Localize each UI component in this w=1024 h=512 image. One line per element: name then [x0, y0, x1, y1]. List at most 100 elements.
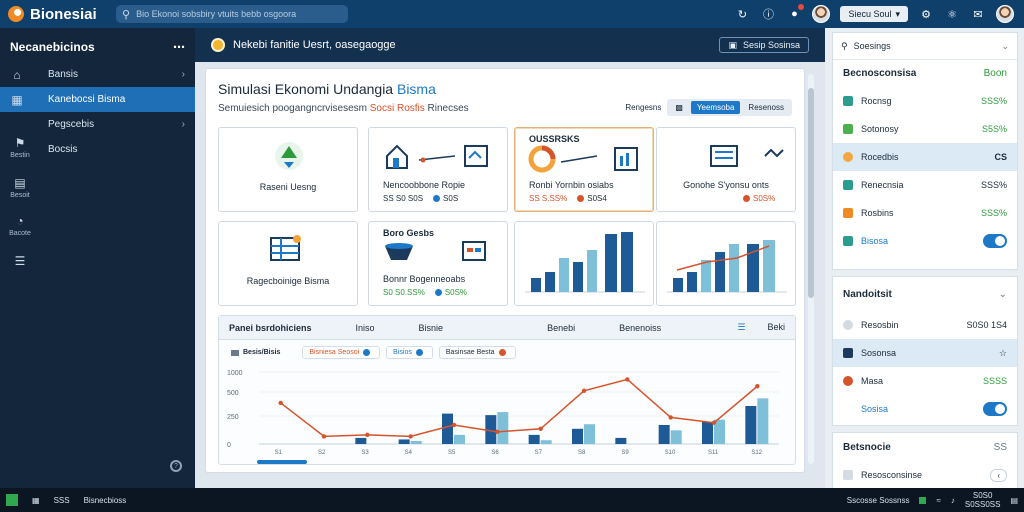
x-tick-label: S2: [318, 450, 326, 456]
tray-status-icon[interactable]: [919, 496, 927, 504]
settings-icon[interactable]: ⚙: [921, 8, 931, 21]
filter-icon[interactable]: ▩: [675, 103, 683, 112]
right-section-header[interactable]: Betsnocie SS: [833, 433, 1017, 461]
card-values: S0S%: [743, 194, 775, 203]
x-tick-label: S10: [665, 450, 676, 456]
wifi-icon[interactable]: ≈: [936, 495, 941, 505]
lock-icon[interactable]: ⚛: [947, 8, 957, 21]
view-toggle-off[interactable]: Resenoss: [748, 103, 784, 112]
sidebar-small-label: Besoit: [10, 192, 30, 199]
right-row[interactable]: Rocnsg SSS%: [833, 87, 1017, 115]
mini-bar-chart-card[interactable]: [514, 221, 654, 306]
legend-item-1[interactable]: Bisniesa Seosoi: [302, 346, 381, 359]
series-point: [495, 429, 500, 435]
scrollbar-thumb[interactable]: [808, 88, 814, 298]
sidebar-item-kanebocsi[interactable]: ▦ Kanebocsi Bisma: [0, 87, 195, 112]
sidebar-item-bansis[interactable]: ⌂ Bansis ›: [0, 62, 195, 87]
tag-icon: [843, 96, 853, 106]
chart-header-right-label[interactable]: Beki: [767, 322, 785, 332]
card-value-2: S0S: [443, 194, 459, 203]
sidebar-small-item-list[interactable]: ☰: [6, 254, 34, 270]
right-search[interactable]: ⚲ Soesings ⌄: [833, 33, 1017, 59]
search-input[interactable]: [136, 9, 342, 19]
notifications-icon[interactable]: ▤: [1010, 495, 1018, 505]
right-row-value: SSS%: [980, 208, 1007, 218]
legend-item-3[interactable]: Basinsae Besta: [438, 346, 516, 359]
bowl-icon: [385, 241, 486, 261]
card-raseni[interactable]: Raseni Uesng: [218, 127, 358, 212]
right-row-selected[interactable]: Sosonsa ☆: [833, 339, 1017, 367]
chart-tab-1[interactable]: Iniso: [355, 322, 375, 333]
right-row-selected[interactable]: Rocedbis CS: [833, 143, 1017, 171]
start-icon[interactable]: [6, 494, 18, 506]
toggle-switch[interactable]: [983, 234, 1007, 248]
card-title: Boro Gesbs: [383, 228, 435, 238]
legend-square-icon: [231, 349, 239, 356]
card-bonnr[interactable]: Boro Gesbs Bonnr Bogenneoabs S0 S0.SS% S…: [368, 221, 508, 306]
card-nencoobbone[interactable]: Nencoobbone Ropie SS S0 S0S S0S: [368, 127, 508, 212]
help-circle-icon[interactable]: ?: [170, 460, 182, 472]
sidebar-small-item-bestin[interactable]: ⚑ Bestin: [6, 136, 34, 159]
chart-tab-4[interactable]: Benenoiss: [619, 322, 662, 333]
card-value-1: SS S0 S0S: [383, 194, 424, 203]
main-chart: 1000 500 250 0 S1 S2 S3 S4 S5 S6 S7 S8 S9 S10 S11 S12: [227, 370, 779, 456]
windows-icon[interactable]: ▦: [32, 495, 40, 505]
right-section-header[interactable]: Nandoitsit ⌄: [833, 277, 1017, 311]
refresh-icon[interactable]: ↻: [737, 8, 748, 21]
main-scrollbar[interactable]: [808, 74, 814, 464]
clock-icon: [843, 320, 853, 330]
chart-tab-2[interactable]: Bisnie: [418, 322, 444, 333]
notification-icon[interactable]: ●: [786, 4, 805, 22]
sidebar-small-item-besoit[interactable]: ▤ Besoit: [6, 176, 34, 199]
card-gonohe[interactable]: Gonohe S'yonsu onts S0S%: [656, 127, 796, 212]
menu-icon[interactable]: ☰: [737, 322, 746, 332]
card-ragecboinige[interactable]: Ragecboinige Bisma: [218, 221, 358, 306]
right-row[interactable]: Resosconsinse ‹: [833, 461, 1017, 489]
app-brand[interactable]: Bionesiai: [0, 6, 112, 23]
right-row[interactable]: Resosbin S0S0 1S4: [833, 311, 1017, 339]
legend-item-label: Basinsae Besta: [445, 349, 495, 356]
help-icon[interactable]: ⓘ: [762, 9, 774, 21]
toggle-switch[interactable]: [983, 402, 1007, 416]
right-row[interactable]: Masa SSSS: [833, 367, 1017, 395]
chart-header-actions: ☰ Beki: [737, 322, 785, 333]
right-row-label: Rosbins: [861, 208, 894, 218]
right-row-pill[interactable]: ‹: [990, 468, 1007, 482]
sidebar-item-pegscebis[interactable]: Pegscebis ›: [0, 112, 195, 137]
right-search-label: Soesings: [853, 41, 891, 51]
chart-bar: [540, 440, 552, 444]
right-row[interactable]: Rosbins SSS%: [833, 199, 1017, 227]
legend-dot-icon: [363, 349, 371, 356]
collapse-icon[interactable]: ⋯: [173, 40, 185, 54]
notification-badge: [798, 4, 805, 10]
mini-combo-chart-card[interactable]: [656, 221, 796, 306]
taskbar-item[interactable]: Bisnecbioss: [83, 495, 127, 505]
settings-icon: [843, 470, 853, 480]
mail-icon[interactable]: ✉: [973, 8, 983, 21]
chart-scroll-indicator[interactable]: [257, 460, 307, 464]
chart-bar: [497, 412, 509, 444]
avatar[interactable]: [812, 5, 831, 23]
sidebar-small-item-bacote[interactable]: ◔ Bacote: [6, 214, 34, 237]
card-label: Nencoobbone Ropie: [383, 180, 466, 190]
chart-tab-3[interactable]: Benebi: [547, 322, 576, 333]
chart-bar: [670, 430, 682, 444]
chart-bar: [442, 413, 453, 444]
sidebar-item-bocsis[interactable]: Bocsis: [0, 137, 195, 162]
taskbar-item[interactable]: SSS: [53, 495, 70, 505]
view-toggle-on[interactable]: Yeemsoba: [690, 101, 741, 114]
user-menu-button[interactable]: Siecu Soul ▾: [840, 6, 908, 22]
star-icon[interactable]: ☆: [998, 347, 1007, 358]
right-row-value: SSS%: [980, 180, 1007, 190]
right-row[interactable]: Renecnsia SSS%: [833, 171, 1017, 199]
right-row[interactable]: Sotonosy S5S%: [833, 115, 1017, 143]
header-action-button[interactable]: ▣ Sesip Sosinsa: [719, 37, 809, 53]
speaker-icon[interactable]: ♪: [950, 495, 955, 505]
global-search[interactable]: ⚲: [116, 5, 348, 23]
list-icon: ☰: [14, 254, 26, 268]
card-ronbi[interactable]: OUSSRSKS Ronbi Yornbin osiabs SS S.SS% S…: [514, 127, 654, 212]
x-tick-label: S7: [535, 450, 543, 456]
profile-avatar[interactable]: [996, 5, 1014, 23]
legend-item-2[interactable]: Bisios: [386, 346, 433, 359]
clock[interactable]: S0S0 S0SS0SS: [965, 491, 1001, 509]
